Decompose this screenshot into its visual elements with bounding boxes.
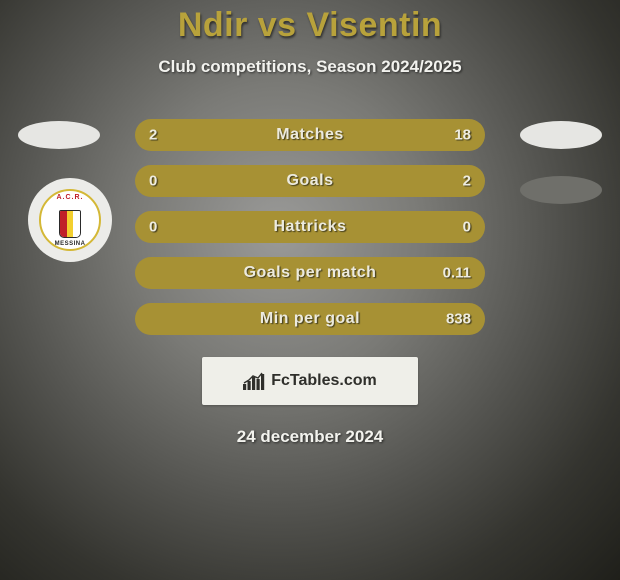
- crest-arc-text: A.C.R.: [41, 194, 99, 201]
- stat-left-value: 0: [149, 173, 157, 190]
- stat-label: Hattricks: [274, 218, 347, 236]
- stat-label: Goals per match: [244, 264, 377, 282]
- stat-right-value: 0: [463, 219, 471, 236]
- branding-box[interactable]: FcTables.com: [202, 357, 418, 405]
- stat-left-value: 2: [149, 127, 157, 144]
- stat-right-value: 838: [446, 311, 471, 328]
- crest-club-name: MESSINA: [55, 241, 86, 247]
- player-left-name: Ndir: [178, 6, 248, 44]
- stat-right-value: 18: [454, 127, 471, 144]
- club-crest-inner: A.C.R. MESSINA: [39, 189, 101, 251]
- stat-right-value: 0.11: [443, 265, 471, 282]
- stat-row-min-per-goal: Min per goal 838: [135, 303, 485, 335]
- stat-label: Goals: [287, 172, 334, 190]
- shield-stripe-3: [73, 211, 80, 237]
- stat-left-value: 0: [149, 219, 157, 236]
- club-badge-top-left: [18, 121, 100, 149]
- player-right-name: Visentin: [307, 6, 443, 44]
- footer-date: 24 december 2024: [0, 427, 620, 447]
- stat-label: Min per goal: [260, 310, 360, 328]
- stat-right-value: 2: [463, 173, 471, 190]
- vs-separator: vs: [258, 6, 297, 44]
- shield-stripe-1: [60, 211, 67, 237]
- stat-row-hattricks: 0 Hattricks 0: [135, 211, 485, 243]
- club-badge-top-right: [520, 121, 602, 149]
- club-crest: A.C.R. MESSINA: [28, 178, 112, 262]
- stat-label: Matches: [276, 126, 344, 144]
- subtitle: Club competitions, Season 2024/2025: [0, 57, 620, 77]
- stat-row-goals: 0 Goals 2: [135, 165, 485, 197]
- page-title: Ndir vs Visentin: [0, 6, 620, 45]
- shield-icon: [59, 210, 81, 238]
- comparison-card: Ndir vs Visentin Club competitions, Seas…: [0, 0, 620, 447]
- stat-row-goals-per-match: Goals per match 0.11: [135, 257, 485, 289]
- bar-chart-icon: [243, 372, 265, 390]
- branding-text: FcTables.com: [271, 372, 377, 390]
- club-badge-bottom-right: [520, 176, 602, 204]
- stat-row-matches: 2 Matches 18: [135, 119, 485, 151]
- shield-stripe-2: [67, 211, 74, 237]
